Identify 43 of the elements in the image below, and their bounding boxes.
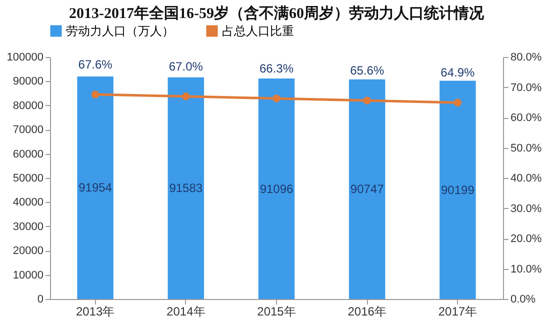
data-label: 91583 <box>169 181 203 196</box>
data-label: 67.0% <box>168 59 204 74</box>
x-tick-label: 2016年 <box>348 304 386 318</box>
y2-tick-label: 80.0% <box>510 52 542 64</box>
data-label: 91954 <box>78 180 112 195</box>
data-label: 91096 <box>260 182 294 196</box>
y-tick-label: 10000 <box>12 269 44 282</box>
y2-tick-label: 20.0% <box>510 233 542 245</box>
x-tick-label: 2015年 <box>257 304 296 318</box>
y2-tick-label: 40.0% <box>510 172 542 184</box>
point <box>363 96 371 104</box>
y2-tick-label: 50.0% <box>510 142 542 154</box>
chart-title: 2013-2017年全国16-59岁（含不满60周岁）劳动力人口统计情况 <box>69 5 485 22</box>
data-label: 90199 <box>441 182 475 197</box>
point <box>272 94 280 102</box>
y-tick-label: 80000 <box>12 100 44 112</box>
y-tick-label: 40000 <box>12 196 44 209</box>
x-tick-label: 2017年 <box>438 304 478 318</box>
y-tick-label: 30000 <box>12 220 44 233</box>
point <box>454 98 462 107</box>
x-tick-label: 2013年 <box>76 304 115 318</box>
y2-tick-label: 10.0% <box>510 263 542 276</box>
data-label: 64.9% <box>440 66 476 80</box>
y2-tick-label: 30.0% <box>510 202 542 215</box>
data-label: 66.3% <box>259 61 294 76</box>
y-tick-label: 70000 <box>12 124 44 136</box>
y-tick-label: 50000 <box>12 172 44 184</box>
legend-label: 占总人口比重 <box>222 24 294 38</box>
y-tick-label: 20000 <box>12 245 44 258</box>
point <box>91 90 100 98</box>
data-label: 90747 <box>350 182 384 196</box>
y-tick-label: 100000 <box>6 52 44 64</box>
x-tick-label: 2014年 <box>166 304 206 318</box>
legend-label: 劳动力人口（万人） <box>66 24 174 38</box>
point <box>182 92 190 100</box>
data-label: 65.6% <box>350 64 384 78</box>
y-tick-label: 60000 <box>12 148 44 160</box>
y2-tick-label: 0.0% <box>510 294 536 306</box>
y-tick-label: 0 <box>37 294 44 306</box>
y2-tick-label: 70.0% <box>510 82 542 94</box>
data-label: 67.6% <box>78 58 113 72</box>
y-tick-label: 90000 <box>12 76 44 88</box>
y2-tick-label: 60.0% <box>510 112 542 124</box>
